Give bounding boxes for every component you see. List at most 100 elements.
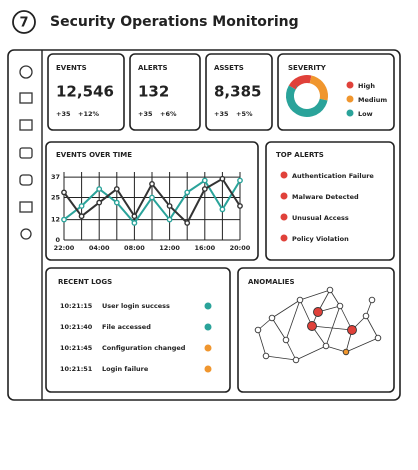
point [166,216,173,223]
network-node [342,348,350,356]
kpi-change: +35 [138,110,153,118]
logs-card [45,267,231,393]
log-time: 10:21:45 [60,344,93,352]
kpi-change: +5% [236,110,253,118]
nav-icon[interactable] [20,228,32,240]
network-node [296,296,304,304]
network-node [292,356,300,364]
point [149,194,155,201]
network-edge [345,337,379,353]
kpi-label: ALERTS [138,64,168,72]
point [237,203,243,209]
nav-icon[interactable] [19,119,33,131]
point [201,177,208,184]
log-time: 10:21:40 [60,323,93,331]
legend-dot [346,109,354,117]
point [78,203,85,209]
network-node [307,321,317,331]
title: Security Operations Monitoring [50,14,299,30]
alert-dot [280,171,288,179]
donut-slice [285,75,328,118]
kpi-change: +35 [56,110,71,118]
x-tick-label: 12:00 [159,244,180,252]
network-edge [365,315,379,339]
nav-icon[interactable] [19,92,33,104]
point [219,175,226,182]
network-edge [311,325,353,331]
log-time: 10:21:15 [60,302,93,310]
log-message: Configuration changed [102,344,186,352]
card-title: RECENT LOGS [58,278,112,286]
alert-label[interactable]: Unusual Access [292,214,349,222]
kpi-card [129,53,201,131]
network-edge [257,329,267,357]
logo-text: 7 [19,16,28,31]
network-edge [265,355,297,361]
point [131,220,138,226]
network-node [282,336,290,344]
card-title: ANOMALIES [248,278,295,286]
legend-label: Low [358,110,373,118]
legend-dot [346,95,354,103]
network-node [322,342,330,350]
log-time: 10:21:51 [60,365,93,373]
log-status [204,344,212,352]
network-edge [325,345,347,353]
x-tick-label: 16:00 [194,244,215,252]
alert-dot [280,234,288,242]
x-tick-label: 04:00 [89,244,110,252]
point [237,177,243,184]
x-tick-label: 20:00 [230,244,251,252]
network-edge [271,299,301,319]
network-node [374,334,382,342]
nav-icon[interactable] [19,174,33,186]
network-edge [295,345,327,361]
kpi-label: ASSETS [214,64,244,72]
point [96,186,103,192]
kpi-change: +12% [78,110,99,118]
x-tick-label: 22:00 [54,244,75,252]
y-tick-label: 0 [55,236,60,244]
kpi-change: +35 [214,110,229,118]
alerts-card [265,141,395,261]
log-status [204,302,212,310]
anomalies-card [237,267,395,393]
legend-dot [346,81,354,89]
kpi-card [205,53,273,131]
log-message: File accessed [102,323,151,331]
alert-label[interactable]: Authentication Failure [292,172,374,180]
network-node [336,302,344,310]
log-message: Login failure [102,365,149,373]
network-node [326,286,334,294]
point [113,199,120,206]
kpi-value: 132 [138,83,169,101]
log-status [204,323,212,331]
network-edge [325,305,341,347]
kpi-card [47,53,125,131]
legend-label: High [358,82,375,90]
network-node [262,352,270,360]
point [78,213,85,220]
kpi-label: EVENTS [56,64,87,72]
nav-icon[interactable] [19,201,33,213]
point [96,199,103,206]
point [61,189,67,196]
network-node [254,326,262,334]
point [184,189,191,196]
network-edge [271,317,287,341]
legend-label: Medium [358,96,387,104]
point [166,203,173,209]
kpi-value: 12,546 [56,83,114,101]
card-title: SEVERITY [288,64,327,72]
nav-icon[interactable] [19,65,33,79]
nav-icon[interactable] [19,147,33,159]
x-tick-label: 08:00 [124,244,145,252]
alert-label[interactable]: Policy Violation [292,235,349,243]
alert-label[interactable]: Malware Detected [292,193,359,201]
log-message: User login success [102,302,170,310]
y-tick-label: 12 [51,216,60,224]
sidebar [19,65,33,240]
network-edge [299,289,331,301]
donut-slice [285,75,328,118]
